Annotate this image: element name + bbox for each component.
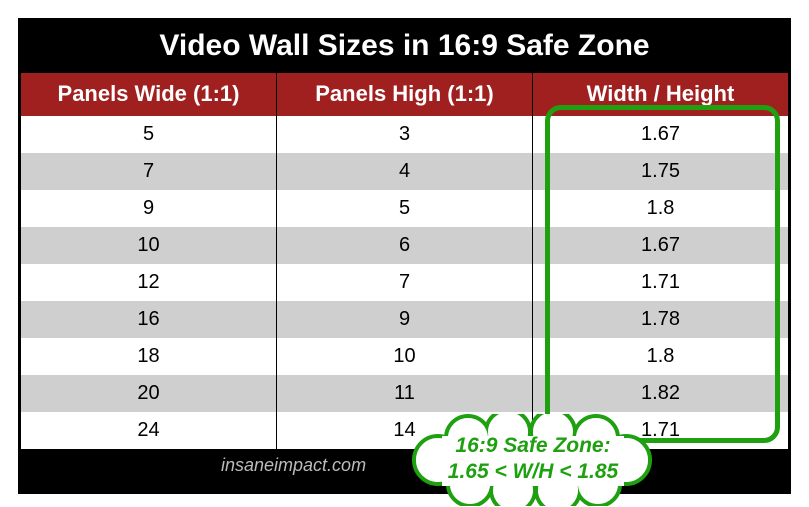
col-header-panels-wide: Panels Wide (1:1) <box>21 73 277 116</box>
table-footer: insaneimpact.com <box>21 449 788 494</box>
table-row: 20111.82 <box>21 375 788 412</box>
col-header-panels-high: Panels High (1:1) <box>277 73 533 116</box>
col-header-width-height: Width / Height <box>533 73 788 116</box>
table-cell: 12 <box>21 264 277 301</box>
table-cell: 11 <box>277 375 533 412</box>
table-cell: 6 <box>277 227 533 264</box>
table-cell: 1.82 <box>533 375 788 412</box>
table-cell: 7 <box>21 153 277 190</box>
table-cell: 1.8 <box>533 190 788 227</box>
table-cell: 7 <box>277 264 533 301</box>
table-cell: 1.71 <box>533 412 788 449</box>
table-row: 24141.71 <box>21 412 788 449</box>
table-cell: 20 <box>21 375 277 412</box>
table-header-row: Panels Wide (1:1) Panels High (1:1) Widt… <box>21 73 788 116</box>
table-cell: 1.75 <box>533 153 788 190</box>
table-cell: 1.67 <box>533 116 788 153</box>
table-cell: 3 <box>277 116 533 153</box>
table-cell: 9 <box>21 190 277 227</box>
table-cell: 14 <box>277 412 533 449</box>
table-cell: 1.71 <box>533 264 788 301</box>
table-cell: 18 <box>21 338 277 375</box>
table-row: 18101.8 <box>21 338 788 375</box>
video-wall-table: Video Wall Sizes in 16:9 Safe Zone Panel… <box>18 18 791 494</box>
table-cell: 16 <box>21 301 277 338</box>
table-row: 1691.78 <box>21 301 788 338</box>
table-cell: 5 <box>277 190 533 227</box>
table-body: 531.67741.75951.81061.671271.711691.7818… <box>21 116 788 449</box>
table-row: 1271.71 <box>21 264 788 301</box>
table-cell: 10 <box>277 338 533 375</box>
table-cell: 1.8 <box>533 338 788 375</box>
table-row: 1061.67 <box>21 227 788 264</box>
table-cell: 1.78 <box>533 301 788 338</box>
table-row: 951.8 <box>21 190 788 227</box>
table-row: 531.67 <box>21 116 788 153</box>
table-row: 741.75 <box>21 153 788 190</box>
table-cell: 9 <box>277 301 533 338</box>
table-cell: 4 <box>277 153 533 190</box>
table-cell: 5 <box>21 116 277 153</box>
table-cell: 24 <box>21 412 277 449</box>
table-cell: 1.67 <box>533 227 788 264</box>
table-title: Video Wall Sizes in 16:9 Safe Zone <box>21 21 788 73</box>
table-cell: 10 <box>21 227 277 264</box>
